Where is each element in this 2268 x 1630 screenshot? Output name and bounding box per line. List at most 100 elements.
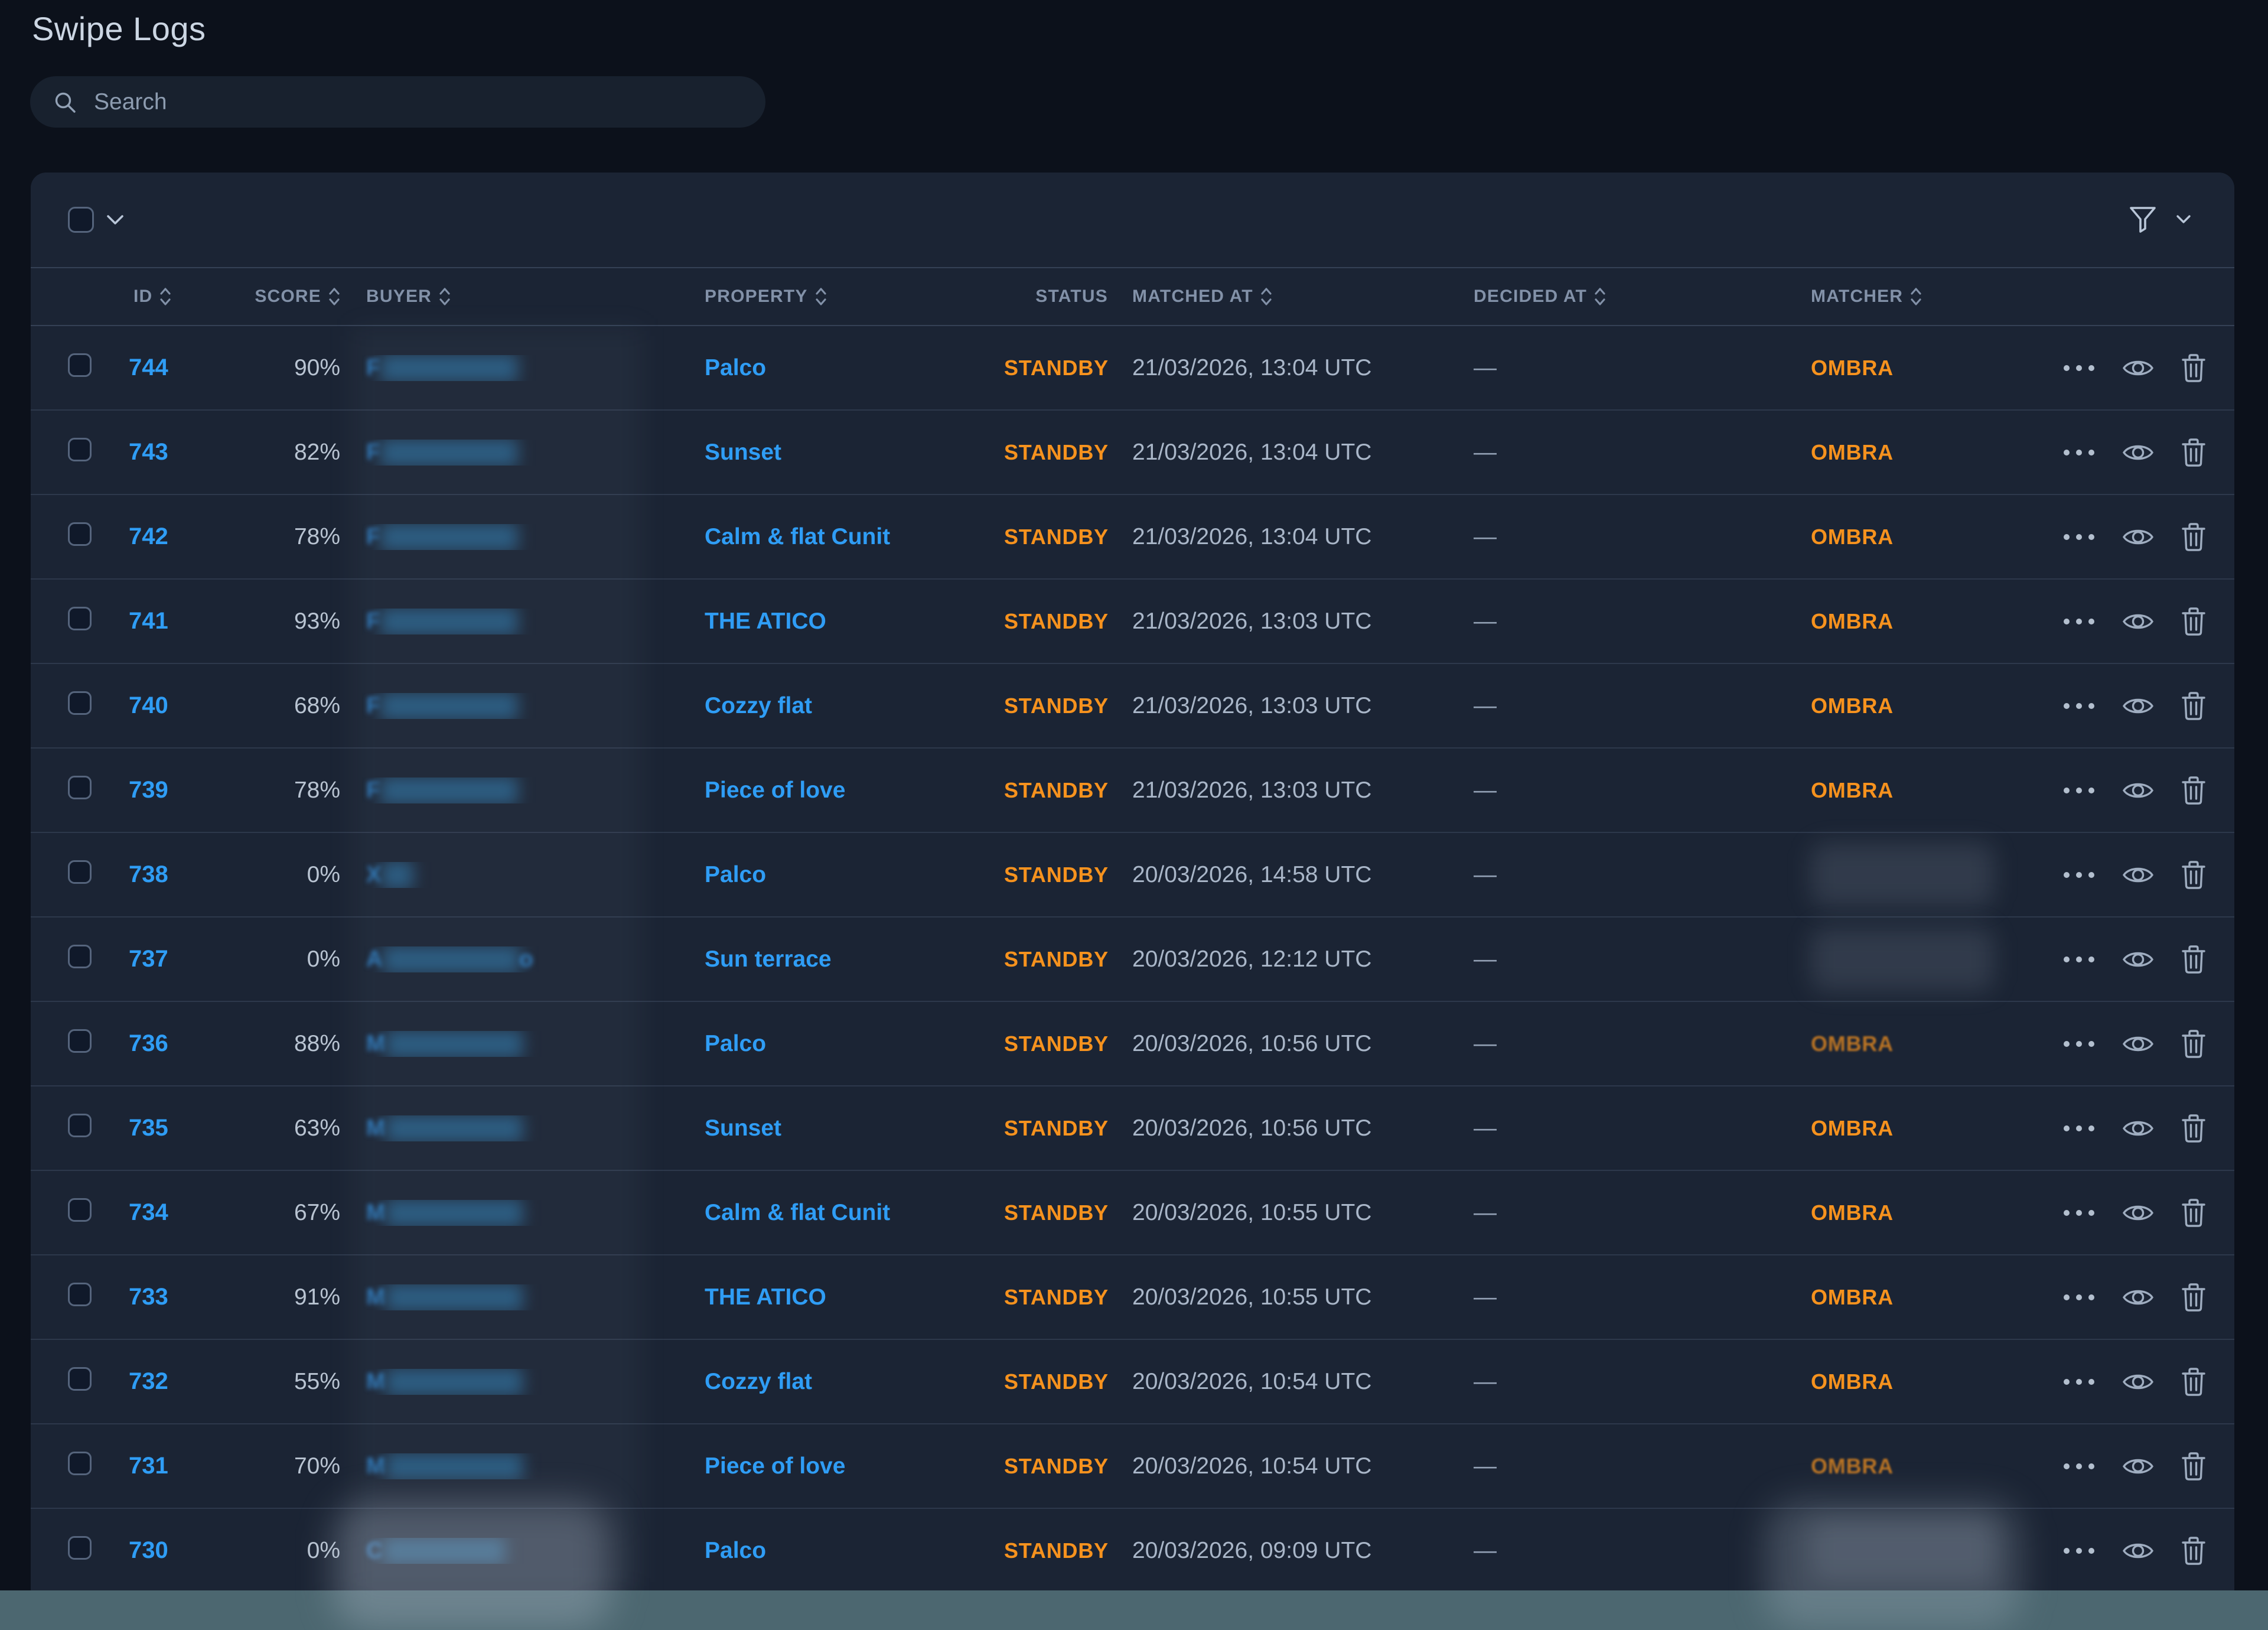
- delete-icon[interactable]: [2181, 1367, 2206, 1397]
- more-actions-icon[interactable]: [2063, 1125, 2095, 1132]
- more-actions-icon[interactable]: [2063, 956, 2095, 963]
- row-checkbox[interactable]: [68, 944, 92, 968]
- more-actions-icon[interactable]: [2063, 1547, 2095, 1554]
- delete-icon[interactable]: [2181, 1198, 2206, 1228]
- row-checkbox[interactable]: [68, 860, 92, 884]
- more-actions-icon[interactable]: [2063, 1294, 2095, 1301]
- sort-icon[interactable]: [439, 287, 451, 307]
- column-header-decided-at[interactable]: DECIDED AT: [1462, 287, 1799, 307]
- view-icon[interactable]: [2122, 1455, 2154, 1478]
- more-actions-icon[interactable]: [2063, 787, 2095, 794]
- delete-icon[interactable]: [2181, 1029, 2206, 1059]
- property-link[interactable]: Cozzy flat: [705, 692, 813, 718]
- property-link[interactable]: Palco: [705, 1537, 767, 1563]
- select-all-checkbox[interactable]: [68, 207, 94, 233]
- row-checkbox[interactable]: [68, 437, 92, 461]
- row-checkbox[interactable]: [68, 691, 92, 715]
- more-actions-icon[interactable]: [2063, 702, 2095, 710]
- view-icon[interactable]: [2122, 863, 2154, 887]
- delete-icon[interactable]: [2181, 691, 2206, 721]
- row-checkbox[interactable]: [68, 1282, 92, 1306]
- row-id-link[interactable]: 732: [129, 1368, 168, 1394]
- more-actions-icon[interactable]: [2063, 365, 2095, 372]
- row-id-link[interactable]: 730: [129, 1537, 168, 1563]
- row-id-link[interactable]: 739: [129, 777, 168, 803]
- delete-icon[interactable]: [2181, 1536, 2206, 1566]
- row-checkbox[interactable]: [68, 1451, 92, 1475]
- row-checkbox[interactable]: [68, 1029, 92, 1053]
- delete-icon[interactable]: [2181, 1283, 2206, 1312]
- property-link[interactable]: Palco: [705, 354, 767, 380]
- view-icon[interactable]: [2122, 1201, 2154, 1225]
- filter-funnel-icon[interactable]: [2128, 206, 2158, 234]
- row-checkbox[interactable]: [68, 1198, 92, 1222]
- more-actions-icon[interactable]: [2063, 1040, 2095, 1047]
- property-link[interactable]: THE ATICO: [705, 608, 826, 634]
- row-id-link[interactable]: 744: [129, 354, 168, 380]
- sort-icon[interactable]: [1594, 287, 1606, 307]
- property-link[interactable]: Sunset: [705, 439, 782, 465]
- search-bar[interactable]: [30, 76, 765, 128]
- property-link[interactable]: Piece of love: [705, 1453, 846, 1479]
- row-id-link[interactable]: 736: [129, 1030, 168, 1056]
- column-header-buyer[interactable]: BUYER: [340, 287, 693, 307]
- view-icon[interactable]: [2122, 610, 2154, 633]
- delete-icon[interactable]: [2181, 860, 2206, 890]
- delete-icon[interactable]: [2181, 353, 2206, 383]
- row-checkbox[interactable]: [68, 606, 92, 630]
- view-icon[interactable]: [2122, 356, 2154, 380]
- row-checkbox[interactable]: [68, 1367, 92, 1391]
- sort-icon[interactable]: [159, 287, 171, 307]
- sort-icon[interactable]: [328, 287, 340, 307]
- row-id-link[interactable]: 737: [129, 946, 168, 972]
- more-actions-icon[interactable]: [2063, 1378, 2095, 1385]
- view-icon[interactable]: [2122, 1286, 2154, 1309]
- row-id-link[interactable]: 742: [129, 523, 168, 549]
- more-actions-icon[interactable]: [2063, 618, 2095, 625]
- property-link[interactable]: Calm & flat Cunit: [705, 1199, 891, 1225]
- column-header-id[interactable]: ID: [117, 287, 243, 307]
- property-link[interactable]: Sunset: [705, 1115, 782, 1141]
- more-actions-icon[interactable]: [2063, 1463, 2095, 1470]
- view-icon[interactable]: [2122, 1370, 2154, 1394]
- row-id-link[interactable]: 734: [129, 1199, 168, 1225]
- view-icon[interactable]: [2122, 1032, 2154, 1056]
- column-header-property[interactable]: PROPERTY: [693, 287, 1004, 307]
- view-icon[interactable]: [2122, 441, 2154, 464]
- delete-icon[interactable]: [2181, 438, 2206, 467]
- more-actions-icon[interactable]: [2063, 449, 2095, 456]
- view-icon[interactable]: [2122, 1539, 2154, 1563]
- column-header-matcher[interactable]: MATCHER: [1799, 287, 2051, 307]
- row-checkbox[interactable]: [68, 1535, 92, 1560]
- view-icon[interactable]: [2122, 525, 2154, 549]
- sort-icon[interactable]: [1260, 287, 1272, 307]
- column-header-score[interactable]: SCORE: [243, 287, 340, 307]
- property-link[interactable]: Palco: [705, 1030, 767, 1056]
- row-checkbox[interactable]: [68, 522, 92, 546]
- delete-icon[interactable]: [2181, 945, 2206, 974]
- row-id-link[interactable]: 738: [129, 861, 168, 887]
- row-id-link[interactable]: 740: [129, 692, 168, 718]
- property-link[interactable]: Palco: [705, 861, 767, 887]
- delete-icon[interactable]: [2181, 607, 2206, 636]
- chevron-down-icon[interactable]: [106, 213, 125, 226]
- property-link[interactable]: Cozzy flat: [705, 1368, 813, 1394]
- row-id-link[interactable]: 731: [129, 1453, 168, 1479]
- view-icon[interactable]: [2122, 779, 2154, 802]
- row-id-link[interactable]: 743: [129, 439, 168, 465]
- row-id-link[interactable]: 741: [129, 608, 168, 634]
- property-link[interactable]: Calm & flat Cunit: [705, 523, 891, 549]
- row-id-link[interactable]: 733: [129, 1284, 168, 1310]
- more-actions-icon[interactable]: [2063, 871, 2095, 879]
- search-input[interactable]: [94, 89, 765, 115]
- delete-icon[interactable]: [2181, 1114, 2206, 1143]
- row-checkbox[interactable]: [68, 1113, 92, 1137]
- property-link[interactable]: Piece of love: [705, 777, 846, 803]
- more-actions-icon[interactable]: [2063, 1209, 2095, 1216]
- property-link[interactable]: THE ATICO: [705, 1284, 826, 1310]
- chevron-down-icon[interactable]: [2175, 214, 2192, 226]
- column-header-matched-at[interactable]: MATCHED AT: [1108, 287, 1462, 307]
- row-checkbox[interactable]: [68, 353, 92, 377]
- property-link[interactable]: Sun terrace: [705, 946, 832, 972]
- delete-icon[interactable]: [2181, 1452, 2206, 1481]
